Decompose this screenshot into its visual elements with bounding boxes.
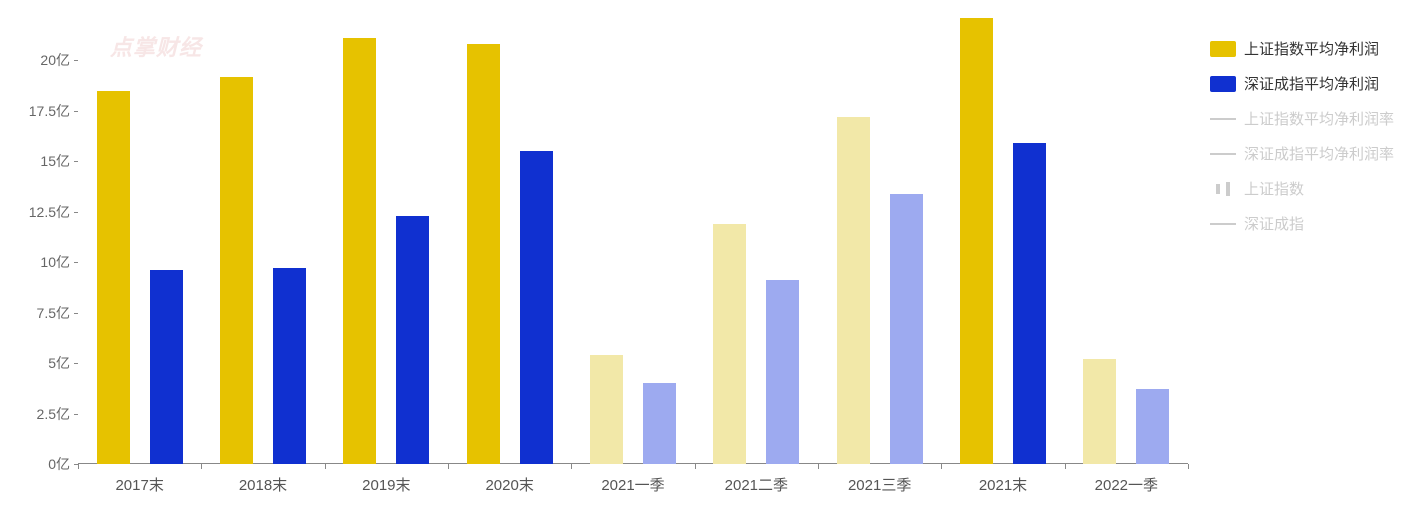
x-tick-label: 2022一季	[1095, 464, 1158, 495]
plot-area: 0亿2.5亿5亿7.5亿10亿12.5亿15亿17.5亿20亿2017末2018…	[78, 10, 1188, 464]
bar-sh_profit[interactable]	[960, 18, 993, 464]
legend-item-sz_index[interactable]: 深证成指	[1210, 213, 1405, 234]
y-tick-mark	[74, 60, 78, 61]
x-tick-label: 2021二季	[725, 464, 788, 495]
bar-sh_profit[interactable]	[343, 38, 376, 464]
bar-sz_profit[interactable]	[1013, 143, 1046, 464]
x-tick-mark	[1188, 464, 1189, 469]
y-tick-mark	[74, 212, 78, 213]
bar-sz_profit[interactable]	[1136, 389, 1169, 464]
y-tick-label: 20亿	[40, 50, 78, 70]
legend: 上证指数平均净利润深证成指平均净利润上证指数平均净利润率深证成指平均净利润率上证…	[1210, 38, 1405, 248]
chart-container: 点掌财经 0亿2.5亿5亿7.5亿10亿12.5亿15亿17.5亿20亿2017…	[0, 0, 1413, 514]
y-tick-label: 2.5亿	[37, 404, 78, 424]
bar-sh_profit[interactable]	[1083, 359, 1116, 464]
legend-label: 上证指数	[1244, 178, 1304, 199]
x-tick-mark	[818, 464, 819, 469]
y-tick-label: 15亿	[40, 151, 78, 171]
bar-sz_profit[interactable]	[890, 194, 923, 464]
legend-label: 上证指数平均净利润	[1244, 38, 1379, 59]
y-tick-label: 17.5亿	[29, 101, 78, 121]
bar-sh_profit[interactable]	[220, 77, 253, 464]
legend-label: 深证成指	[1244, 213, 1304, 234]
bar-sz_profit[interactable]	[643, 383, 676, 464]
legend-swatch	[1210, 76, 1236, 92]
y-tick-label: 7.5亿	[37, 303, 78, 323]
bar-sz_profit[interactable]	[396, 216, 429, 464]
y-tick-label: 12.5亿	[29, 202, 78, 222]
x-tick-mark	[695, 464, 696, 469]
legend-swatch	[1210, 182, 1236, 196]
bar-sz_profit[interactable]	[520, 151, 553, 464]
x-tick-mark	[448, 464, 449, 469]
bar-sh_profit[interactable]	[713, 224, 746, 464]
y-tick-mark	[74, 161, 78, 162]
bar-sz_profit[interactable]	[766, 280, 799, 464]
x-tick-mark	[201, 464, 202, 469]
legend-swatch	[1210, 223, 1236, 225]
legend-label: 深证成指平均净利润率	[1244, 143, 1394, 164]
y-tick-mark	[74, 363, 78, 364]
y-tick-mark	[74, 111, 78, 112]
bar-sz_profit[interactable]	[273, 268, 306, 464]
legend-label: 上证指数平均净利润率	[1244, 108, 1394, 129]
legend-swatch	[1210, 153, 1236, 155]
y-tick-mark	[74, 414, 78, 415]
x-tick-mark	[571, 464, 572, 469]
legend-swatch	[1210, 118, 1236, 120]
legend-item-sh_profit_rate[interactable]: 上证指数平均净利润率	[1210, 108, 1405, 129]
x-tick-label: 2017末	[115, 464, 163, 495]
x-tick-label: 2021一季	[601, 464, 664, 495]
bar-sh_profit[interactable]	[97, 91, 130, 464]
x-tick-label: 2019末	[362, 464, 410, 495]
x-tick-mark	[941, 464, 942, 469]
x-tick-label: 2021三季	[848, 464, 911, 495]
y-tick-mark	[74, 262, 78, 263]
bar-sh_profit[interactable]	[837, 117, 870, 464]
legend-item-sz_profit[interactable]: 深证成指平均净利润	[1210, 73, 1405, 94]
x-tick-label: 2018末	[239, 464, 287, 495]
bar-sh_profit[interactable]	[590, 355, 623, 464]
legend-item-sh_index[interactable]: 上证指数	[1210, 178, 1405, 199]
bar-sh_profit[interactable]	[467, 44, 500, 464]
bar-sz_profit[interactable]	[150, 270, 183, 464]
x-tick-label: 2020末	[485, 464, 533, 495]
x-tick-label: 2021末	[979, 464, 1027, 495]
legend-swatch	[1210, 41, 1236, 57]
legend-label: 深证成指平均净利润	[1244, 73, 1379, 94]
legend-item-sh_profit[interactable]: 上证指数平均净利润	[1210, 38, 1405, 59]
y-tick-mark	[74, 313, 78, 314]
legend-item-sz_profit_rate[interactable]: 深证成指平均净利润率	[1210, 143, 1405, 164]
x-tick-mark	[1065, 464, 1066, 469]
x-tick-mark	[325, 464, 326, 469]
y-tick-label: 10亿	[40, 252, 78, 272]
x-tick-mark	[78, 464, 79, 469]
